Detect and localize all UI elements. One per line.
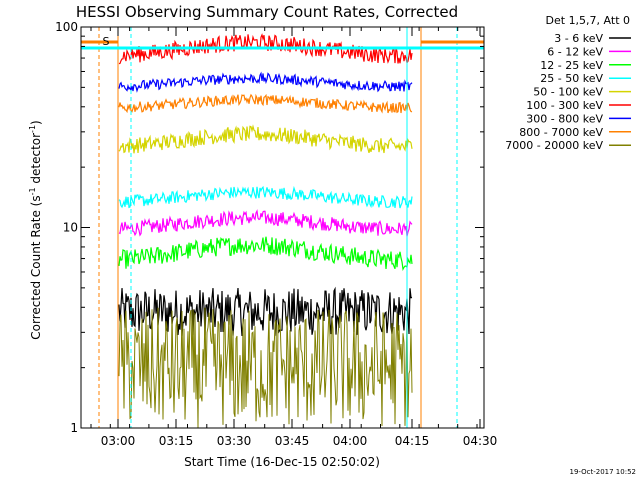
series-path [118,209,413,237]
legend-label: 25 - 50 keV [540,72,603,85]
x-tick-label: 03:30 [217,434,252,448]
series-line [118,71,413,93]
x-axis: 03:00 03:15 03:30 03:45 04:00 04:15 04:30 [90,27,498,448]
y-tick-label: 1 [70,421,78,435]
legend-label: 6 - 12 keV [547,45,603,58]
y-tick-label: 100 [55,20,78,34]
legend-label: 50 - 100 keV [533,86,603,99]
series-line [118,236,413,271]
legend-label: 3 - 6 keV [554,32,603,45]
marker-layer: S [81,27,484,428]
y-axis-label: Corrected Count Rate (s-1 detector-1) [28,120,43,339]
series-path [118,185,413,209]
series-line [118,307,413,428]
marker-label: S [103,35,110,48]
chart-title: HESSI Observing Summary Count Rates, Cor… [76,3,458,21]
series-path [118,286,413,336]
series-layer [118,33,413,428]
x-tick-label: 03:15 [159,434,194,448]
series-line [118,124,413,154]
legend-label: 800 - 7000 keV [519,126,603,139]
series-path [118,71,413,93]
legend-label: 7000 - 20000 keV [505,139,603,152]
series-line [118,93,413,114]
x-tick-label: 03:00 [101,434,136,448]
x-tick-label: 04:00 [333,434,368,448]
legend-title: Det 1,5,7, Att 0 [546,14,630,27]
x-tick-label: 03:45 [275,434,310,448]
footer-date: 19-Oct-2017 10:52 [570,468,636,476]
x-tick-label: 04:15 [395,434,430,448]
x-axis-label: Start Time (16-Dec-15 02:50:02) [184,455,380,469]
x-tick-label: 04:30 [463,434,498,448]
series-line [118,286,413,336]
series-line [118,209,413,237]
legend-label: 300 - 800 keV [526,112,603,125]
series-path [118,307,413,428]
y-tick-label: 10 [63,221,78,235]
legend-label: 12 - 25 keV [540,59,603,72]
series-path [118,93,413,114]
series-path [118,124,413,154]
series-path [118,236,413,271]
series-line [118,185,413,209]
series-line [118,33,413,65]
legend-label: 100 - 300 keV [526,99,603,112]
series-path [118,33,413,65]
